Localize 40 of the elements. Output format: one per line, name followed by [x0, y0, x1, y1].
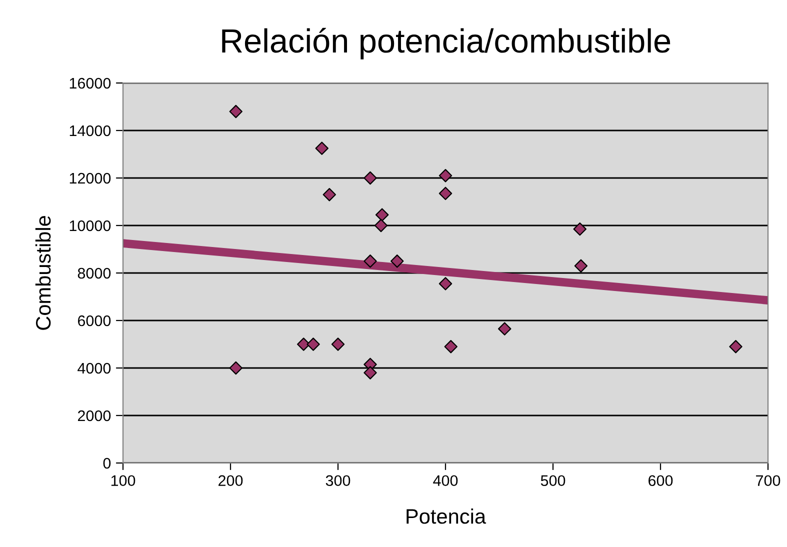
- point: [438, 169, 452, 182]
- y-tick-label: 10000: [70, 220, 111, 232]
- point: [573, 222, 586, 236]
- x-tick-label: 600: [648, 475, 673, 486]
- point: [296, 338, 310, 351]
- x-tick-label: 200: [218, 475, 243, 486]
- point: [438, 186, 452, 200]
- point: [574, 259, 588, 272]
- point: [729, 340, 742, 354]
- point: [390, 254, 404, 268]
- y-axis-title: Combustible: [35, 216, 51, 330]
- point: [444, 340, 458, 354]
- point: [331, 338, 345, 351]
- y-tick-label: 2000: [78, 410, 111, 422]
- chart-title: Relación potencia/combustible: [222, 28, 670, 60]
- point: [374, 218, 388, 232]
- x-tick-label: 100: [111, 475, 136, 486]
- y-tick-label: 0: [103, 458, 111, 469]
- y-tick-label: 12000: [70, 172, 111, 184]
- point: [375, 208, 389, 222]
- point: [322, 188, 336, 202]
- point: [364, 366, 377, 380]
- point: [315, 142, 328, 155]
- y-tick-label: 16000: [70, 78, 111, 89]
- point: [498, 322, 512, 336]
- x-axis-title: Potencia: [406, 508, 486, 524]
- x-tick-label: 500: [540, 475, 566, 486]
- y-tick-label: 14000: [70, 125, 111, 136]
- point: [306, 338, 320, 351]
- point: [364, 254, 377, 268]
- y-tick-label: 6000: [78, 315, 111, 326]
- x-tick-label: 300: [326, 475, 350, 486]
- y-tick-label: 8000: [78, 268, 111, 279]
- x-tick-label: 400: [433, 475, 458, 486]
- point: [229, 361, 242, 375]
- y-tick-label: 4000: [78, 362, 111, 374]
- x-tick-label: 700: [756, 475, 780, 486]
- point: [229, 104, 242, 118]
- point: [364, 171, 377, 185]
- point: [438, 277, 452, 290]
